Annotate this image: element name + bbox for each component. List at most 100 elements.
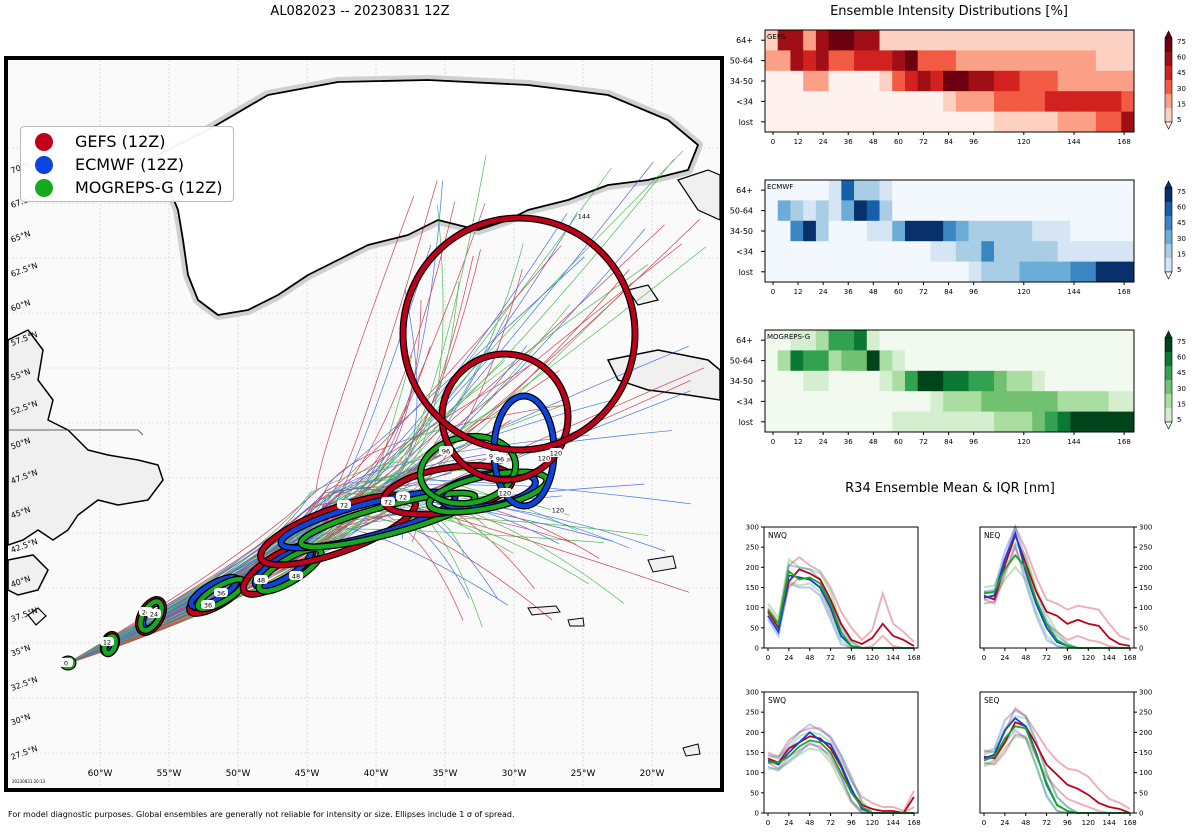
heatmap-cell — [879, 50, 893, 72]
heatmap-cell — [1057, 241, 1071, 262]
heatmap-cell — [1083, 370, 1097, 392]
heatmap-cell — [994, 50, 1008, 72]
heatmap-cell — [917, 111, 931, 133]
iceland-scandinavia — [527, 169, 720, 757]
x-tick-label: 0 — [771, 138, 775, 146]
x-tick-label: 144 — [1102, 654, 1116, 662]
heatmap-cell — [803, 350, 817, 372]
heatmap-cell — [892, 30, 906, 51]
ellipse-hour-label: 96 — [442, 448, 450, 456]
heatmap-cell — [1083, 220, 1097, 242]
colorbar-segment — [1165, 338, 1172, 353]
heatmap-cell — [854, 261, 868, 283]
heatmap-cell — [790, 70, 804, 92]
heatmap-cell — [943, 200, 957, 222]
heatmap-cell — [943, 370, 957, 392]
heatmap-cell — [1032, 30, 1046, 51]
heatmap-cell — [828, 91, 842, 112]
heatmap-cell — [1006, 30, 1020, 51]
heatmap-cell — [930, 91, 944, 112]
heatmap-cell — [777, 50, 791, 72]
y-tick-label: 300 — [746, 524, 759, 532]
heatmap-cell — [828, 391, 842, 412]
lon-label: 40°W — [364, 769, 389, 779]
heatmap-cell — [955, 411, 969, 433]
y-tick-label: 200 — [1139, 729, 1152, 737]
heatmap-cell — [1083, 350, 1097, 372]
heatmap-cell — [994, 370, 1008, 392]
heatmap-cell — [1006, 330, 1020, 351]
row-label: <34 — [736, 97, 753, 106]
ellipse-label-bg — [59, 658, 73, 667]
heatmap-cell — [765, 241, 779, 262]
heatmap-cell — [1108, 411, 1122, 433]
heatmap-cell — [1095, 241, 1109, 262]
heatmap-cell — [803, 411, 817, 433]
heatmap-cell — [981, 91, 995, 112]
colorbar-cap-top — [1164, 330, 1173, 339]
lat-label: 65°N — [10, 229, 32, 244]
y-tick-label: 150 — [1139, 749, 1152, 757]
heatmap-cell — [790, 30, 804, 51]
x-tick-label: 0 — [982, 819, 986, 827]
x-tick-label: 12 — [794, 288, 803, 296]
heatmap-cell — [1095, 111, 1109, 133]
footnote: For model diagnostic purposes. Global en… — [8, 810, 515, 819]
heatmap-cell — [803, 241, 817, 262]
ellipse-label-bg — [549, 448, 563, 457]
lon-label: 25°W — [571, 769, 596, 779]
x-tick-label: 72 — [826, 819, 835, 827]
heatmap-cell — [854, 111, 868, 133]
heatmap-cell — [1032, 241, 1046, 262]
heatmap-cell — [892, 330, 906, 351]
row-label: lost — [739, 418, 753, 427]
heatmap-cell — [1121, 370, 1135, 392]
heatmap-cell — [981, 370, 995, 392]
x-tick-label: 120 — [1017, 138, 1030, 146]
ellipse-label-bg — [201, 600, 215, 609]
heatmap-cell — [790, 200, 804, 222]
heatmap-cell — [854, 241, 868, 262]
heatmap-cell — [1057, 391, 1071, 412]
heatmap-cell — [1108, 370, 1122, 392]
lon-label: 55°W — [157, 769, 182, 779]
heatmap-cell — [1108, 200, 1122, 222]
lon-label: 20°W — [640, 769, 665, 779]
heatmap-cell — [917, 70, 931, 92]
x-tick-label: 120 — [866, 819, 879, 827]
heatmap-cell — [1019, 30, 1033, 51]
x-tick-label: 168 — [907, 654, 920, 662]
heatmap-cell — [815, 330, 830, 351]
heatmap-cell — [1095, 200, 1109, 222]
x-tick-label: 144 — [886, 819, 900, 827]
x-tick-label: 0 — [771, 288, 775, 296]
member-track-line — [65, 213, 568, 665]
intensity-panel-gefs: 64+ 50-64 34-50 <34 lost GEFS 0 12 24 36 48 60 72 84 9… — [730, 29, 1186, 146]
heatmap-cell — [815, 200, 830, 222]
heatmap-cell — [930, 70, 944, 92]
heatmap-cell — [815, 350, 830, 372]
heatmap-cell — [1095, 220, 1109, 242]
heatmap-cell — [803, 200, 817, 222]
heatmap-cell — [1006, 370, 1020, 392]
y-tick-label: 150 — [746, 749, 759, 757]
heatmap-cell — [1006, 241, 1020, 262]
x-tick-label: 120 — [1017, 288, 1030, 296]
heatmap-cell — [904, 411, 919, 433]
heatmap-cell — [943, 91, 957, 112]
heatmap-cell — [866, 261, 880, 283]
heatmap-cell — [854, 330, 868, 351]
y-tick-label: 250 — [1139, 544, 1152, 552]
colorbar-segment — [1165, 230, 1172, 245]
heatmap-cell — [790, 91, 804, 112]
heatmap-cell — [815, 180, 830, 201]
heatmap-cell — [1070, 111, 1084, 133]
colorbar-tick-label: 45 — [1177, 69, 1186, 77]
heatmap-cell — [1108, 241, 1122, 262]
heatmap-cell — [904, 30, 919, 51]
x-tick-label: 24 — [1000, 819, 1009, 827]
track-map: 0 12 24 24 36 36 48 48 72 72 72 96 96 96 120 120 120 120 1… — [4, 56, 724, 792]
heatmap-cell — [968, 261, 982, 283]
heatmap-cell — [803, 220, 817, 242]
ellipse-hour-label: 144 — [578, 213, 590, 221]
